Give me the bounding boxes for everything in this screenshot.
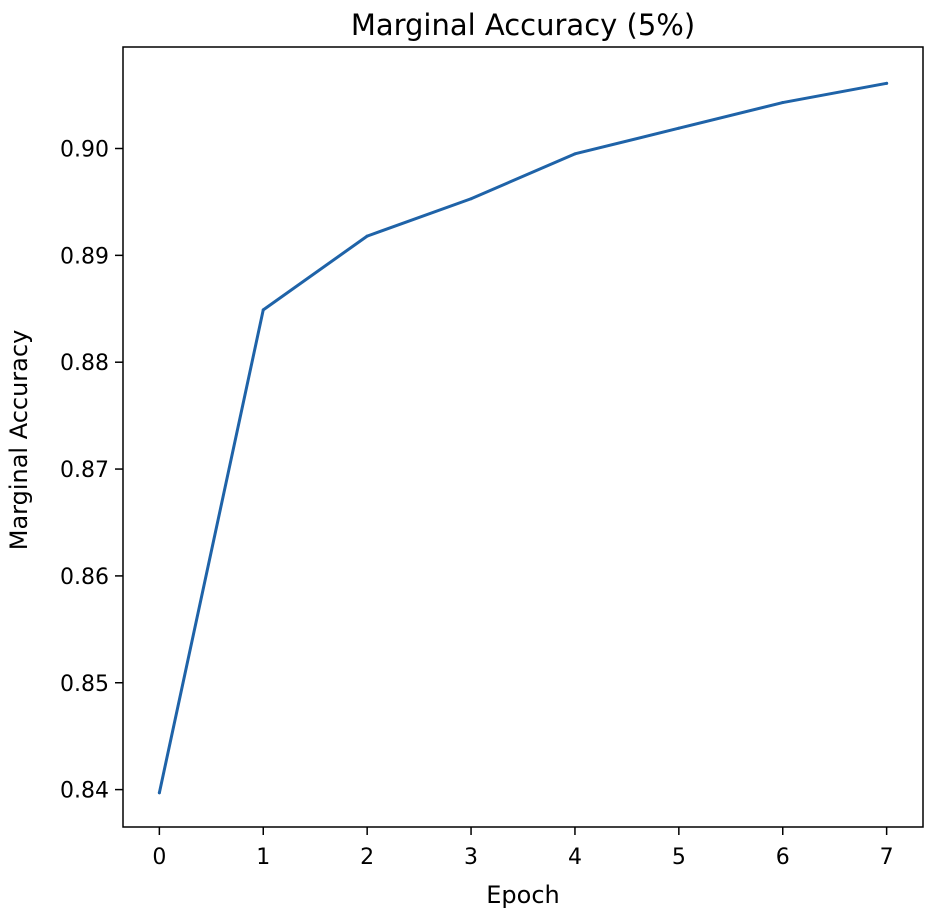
data-point-epoch-3 (469, 197, 473, 201)
data-point-epoch-6 (781, 101, 785, 105)
y-axis-ticks: 0.84 0.85 0.86 0.87 0.88 0.89 0.90 (60, 138, 123, 804)
x-axis-label: Epoch (486, 881, 560, 909)
x-tick-label: 0 (152, 845, 166, 870)
y-tick-label: 0.88 (60, 351, 109, 376)
x-tick-label: 7 (880, 845, 894, 870)
y-tick-label: 0.85 (60, 672, 109, 697)
data-point-epoch-4 (573, 152, 577, 156)
data-point-epoch-0 (157, 791, 161, 795)
data-point-epoch-7 (885, 81, 889, 85)
x-tick-label: 4 (568, 845, 582, 870)
x-tick-label: 1 (256, 845, 270, 870)
x-axis-ticks: 0 1 2 3 4 5 6 7 (152, 827, 894, 870)
x-tick-label: 3 (464, 845, 478, 870)
x-tick-label: 6 (776, 845, 790, 870)
x-tick-label: 5 (672, 845, 686, 870)
data-point-epoch-2 (365, 234, 369, 238)
data-points (157, 81, 889, 795)
y-tick-label: 0.89 (60, 244, 109, 269)
y-tick-label: 0.90 (60, 138, 109, 163)
y-tick-label: 0.86 (60, 565, 109, 590)
plot-area-frame (122, 46, 924, 828)
chart-title: Marginal Accuracy (5%) (351, 8, 695, 42)
y-axis-label: Marginal Accuracy (5, 330, 33, 551)
x-tick-label: 2 (360, 845, 374, 870)
data-point-epoch-1 (261, 308, 265, 312)
data-point-epoch-5 (677, 126, 681, 130)
series-line (157, 81, 889, 795)
y-tick-label: 0.87 (60, 458, 109, 483)
y-tick-label: 0.84 (60, 779, 109, 804)
